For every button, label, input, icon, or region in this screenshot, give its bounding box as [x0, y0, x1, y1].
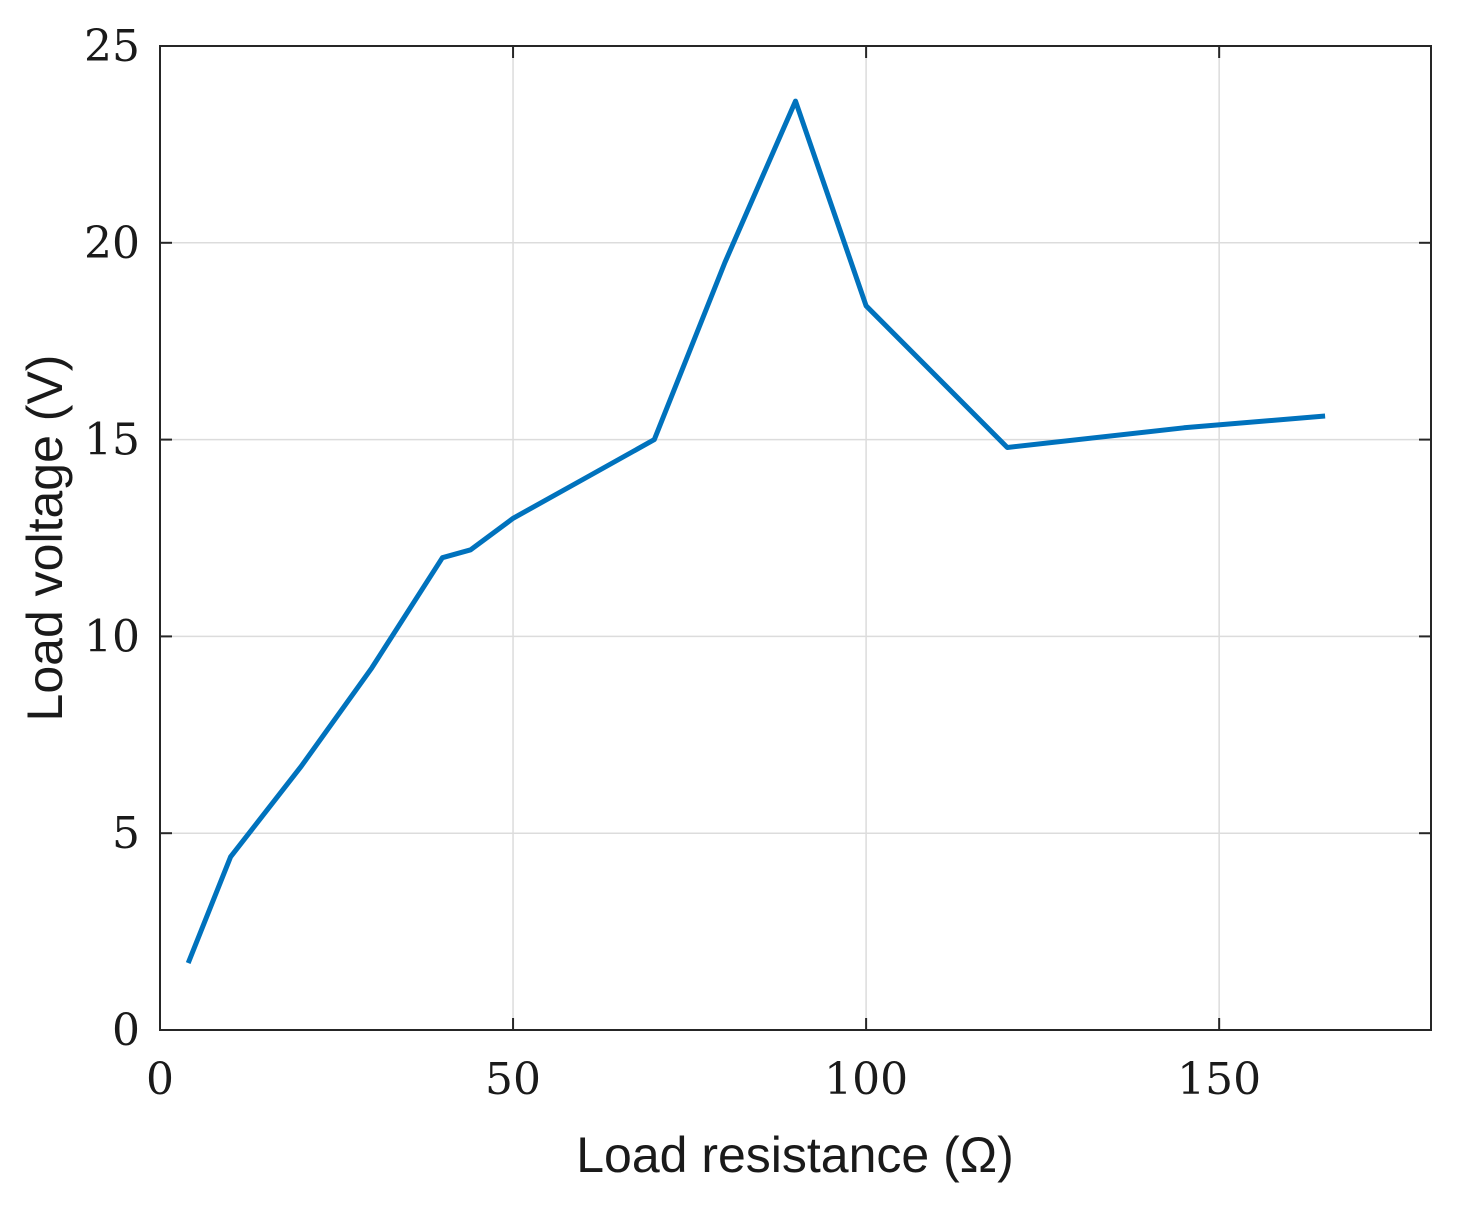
- x-tick-label: 50: [485, 1054, 541, 1105]
- series-layer: [185, 98, 1326, 965]
- y-tick-label: 0: [112, 1005, 140, 1056]
- x-tick-label: 150: [1177, 1054, 1261, 1105]
- tick-marks: [159, 45, 1431, 1031]
- grid-lines: [160, 46, 1431, 1030]
- x-tick-label: 0: [146, 1054, 174, 1105]
- y-tick-label: 10: [84, 611, 140, 662]
- x-tick-labels: 0 50 100 150: [146, 1054, 1261, 1105]
- x-tick-label: 100: [824, 1054, 908, 1105]
- y-tick-label: 5: [112, 808, 140, 859]
- series-line: [185, 98, 1326, 965]
- plot-frame: [159, 45, 1432, 1031]
- y-tick-labels: 0 5 10 15 20 25: [84, 21, 140, 1056]
- y-tick-label: 15: [84, 415, 140, 466]
- x-axis-label: Load resistance (Ω): [576, 1127, 1014, 1183]
- y-axis-label: Load voltage (V): [17, 355, 73, 722]
- y-tick-label: 25: [84, 21, 140, 72]
- y-tick-label: 20: [84, 218, 140, 269]
